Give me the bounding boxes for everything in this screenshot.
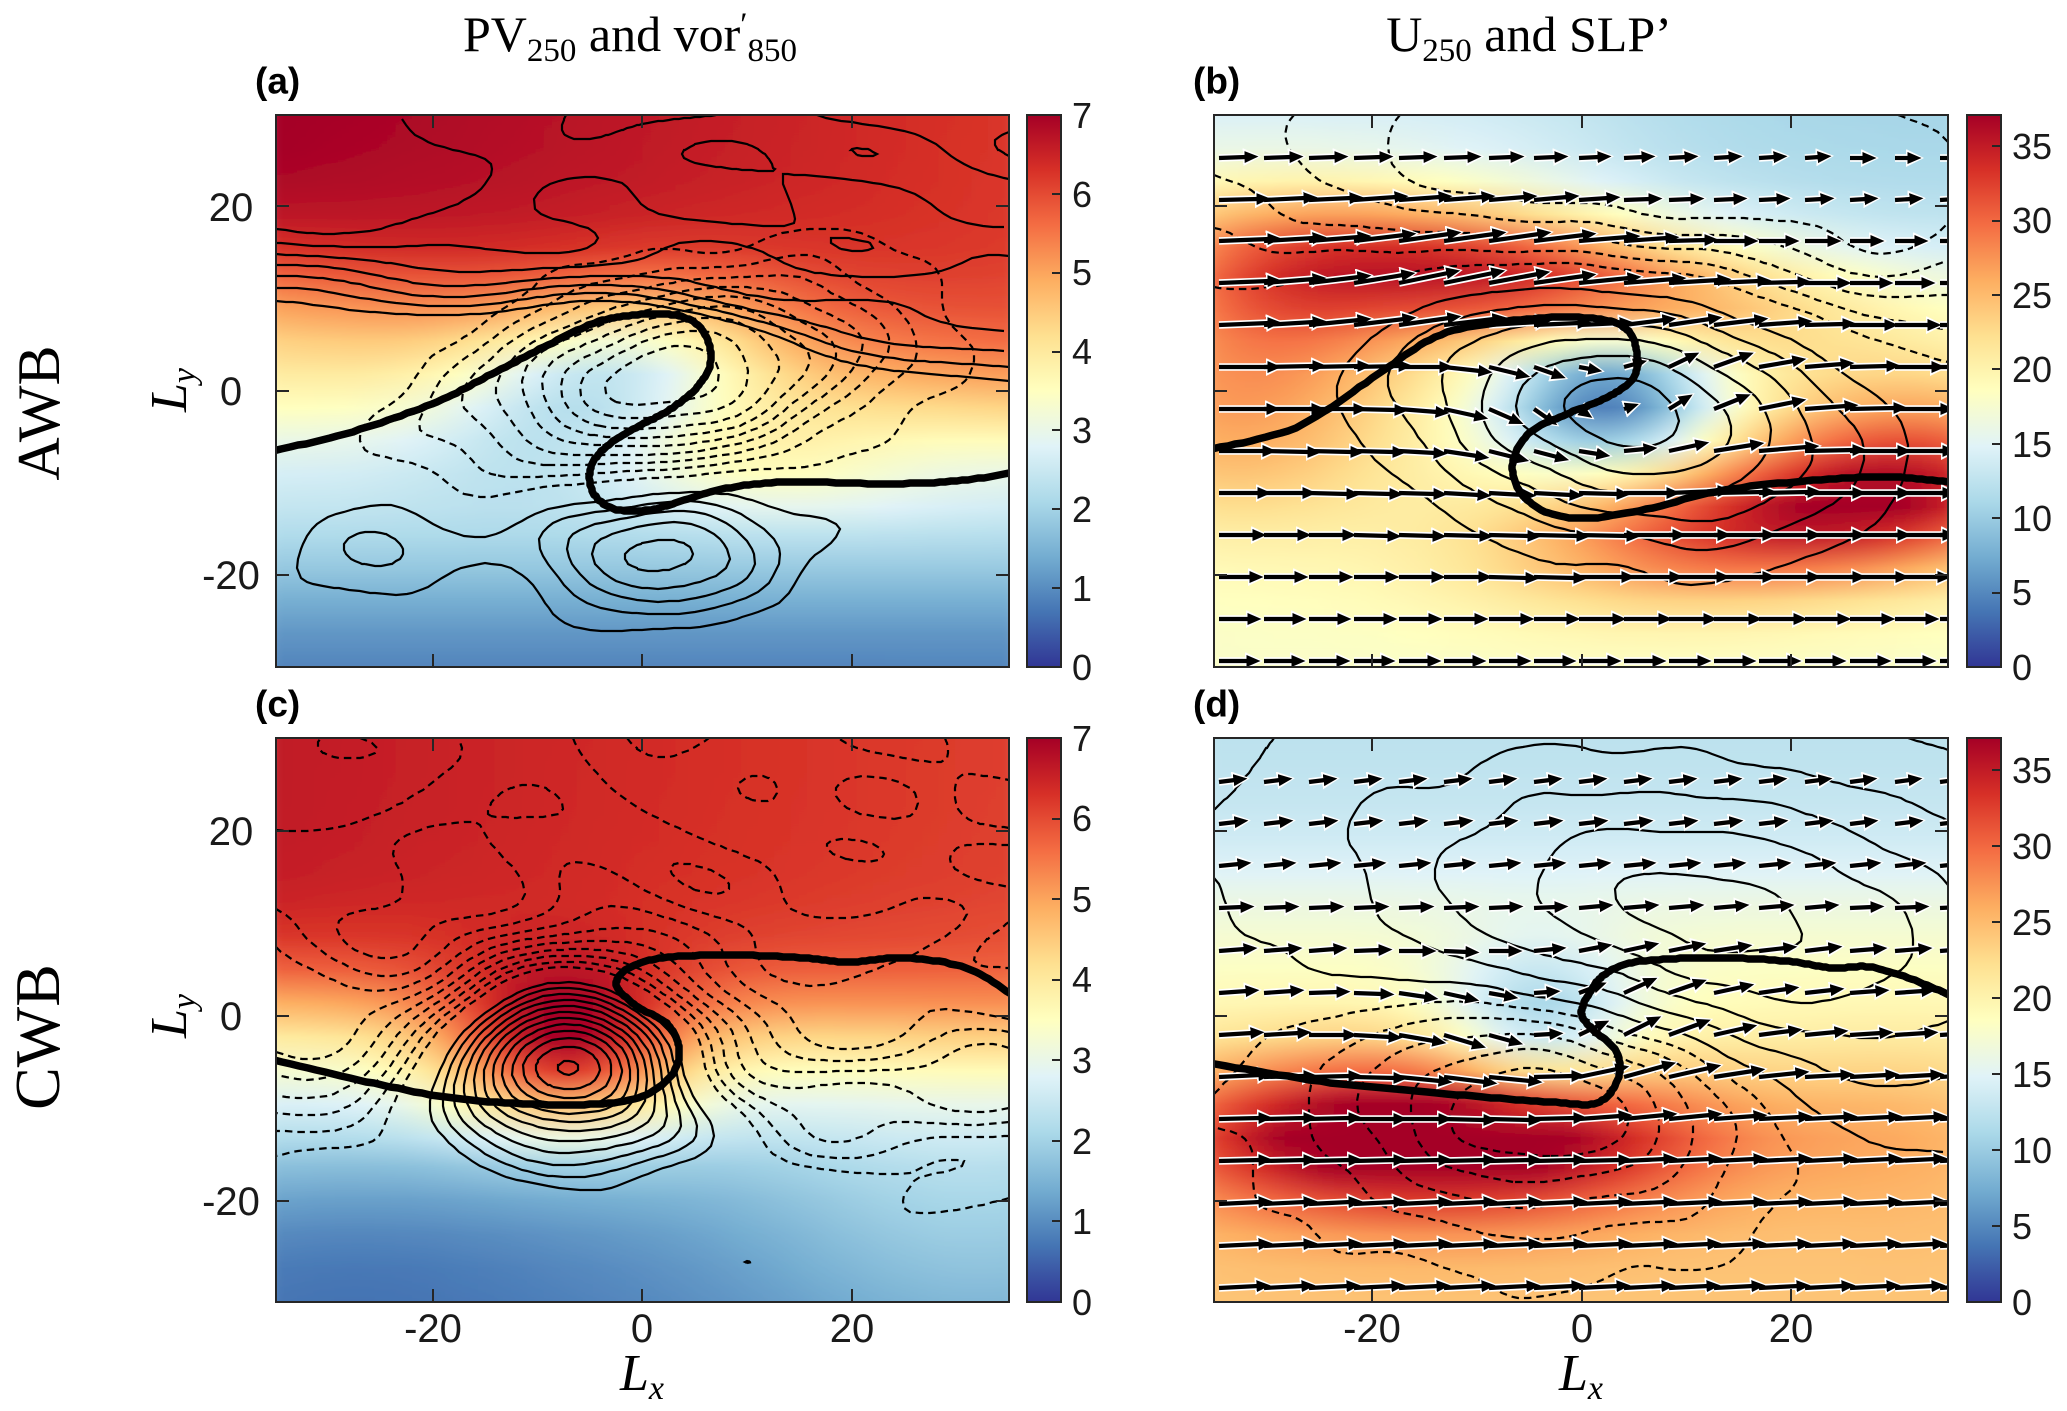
svg-text:0: 0 (631, 1307, 653, 1351)
svg-text:30: 30 (2012, 826, 2052, 867)
svg-text:0: 0 (220, 370, 242, 414)
svg-text:AWB: AWB (6, 345, 72, 480)
svg-text:6: 6 (1072, 798, 1092, 839)
svg-text:15: 15 (2012, 424, 2052, 465)
svg-text:4: 4 (1072, 959, 1092, 1000)
svg-text:25: 25 (2012, 902, 2052, 943)
svg-text:-20: -20 (1343, 1307, 1401, 1351)
svg-text:20: 20 (209, 810, 254, 854)
svg-text:1: 1 (1072, 1201, 1092, 1242)
svg-text:0: 0 (1072, 647, 1092, 688)
svg-text:5: 5 (2012, 1206, 2032, 1247)
svg-text:1: 1 (1072, 568, 1092, 609)
svg-text:20: 20 (830, 1307, 875, 1351)
svg-text:Lx: Lx (619, 1345, 664, 1407)
svg-text:0: 0 (2012, 1282, 2032, 1323)
svg-text:(a): (a) (255, 61, 300, 102)
svg-text:20: 20 (2012, 349, 2052, 390)
svg-text:CWB: CWB (2, 964, 73, 1110)
svg-text:-20: -20 (202, 1180, 260, 1224)
svg-text:20: 20 (1769, 1307, 1814, 1351)
svg-text:0: 0 (220, 995, 242, 1039)
svg-text:5: 5 (1072, 252, 1092, 293)
svg-text:3: 3 (1072, 410, 1092, 451)
svg-text:20: 20 (209, 186, 254, 230)
svg-text:35: 35 (2012, 126, 2052, 167)
svg-text:-20: -20 (404, 1307, 462, 1351)
svg-text:2: 2 (1072, 489, 1092, 530)
svg-text:10: 10 (2012, 498, 2052, 539)
svg-text:Lx: Lx (1558, 1345, 1603, 1407)
svg-text:(d): (d) (1193, 684, 1240, 725)
svg-text:4: 4 (1072, 331, 1092, 372)
svg-text:2: 2 (1072, 1121, 1092, 1162)
svg-text:(b): (b) (1193, 61, 1240, 102)
svg-text:0: 0 (1571, 1307, 1593, 1351)
svg-text:U250 and SLP’: U250 and SLP’ (1386, 6, 1672, 69)
svg-text:Ly: Ly (141, 367, 203, 413)
svg-text:-20: -20 (202, 554, 260, 598)
svg-text:15: 15 (2012, 1054, 2052, 1095)
svg-text:30: 30 (2012, 200, 2052, 241)
svg-text:6: 6 (1072, 174, 1092, 215)
svg-text:7: 7 (1072, 718, 1092, 759)
svg-text:20: 20 (2012, 978, 2052, 1019)
svg-text:25: 25 (2012, 275, 2052, 316)
svg-text:(c): (c) (255, 684, 300, 725)
svg-text:Ly: Ly (141, 993, 203, 1039)
svg-text:5: 5 (2012, 572, 2032, 613)
svg-text:0: 0 (2012, 647, 2032, 688)
svg-text:10: 10 (2012, 1130, 2052, 1171)
svg-text:0: 0 (1072, 1282, 1092, 1323)
svg-text:5: 5 (1072, 879, 1092, 920)
svg-text:PV250 and vor′850: PV250 and vor′850 (463, 6, 797, 69)
svg-text:7: 7 (1072, 95, 1092, 136)
svg-text:35: 35 (2012, 750, 2052, 791)
svg-text:3: 3 (1072, 1040, 1092, 1081)
